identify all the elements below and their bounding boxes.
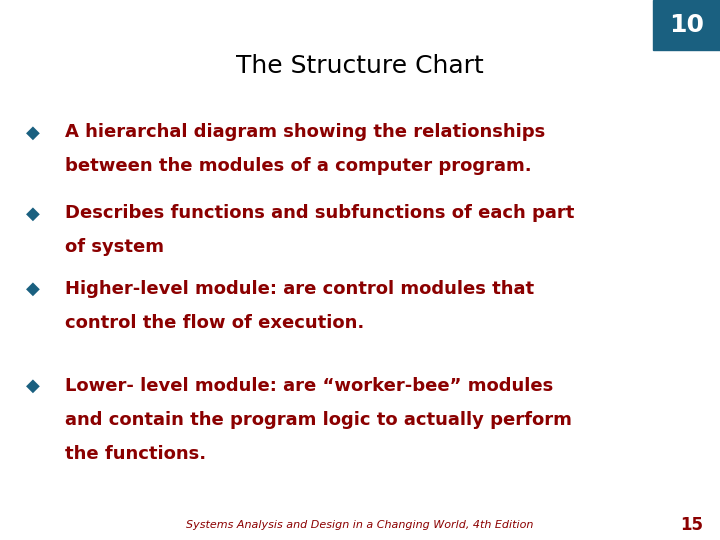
Text: between the modules of a computer program.: between the modules of a computer progra… xyxy=(65,157,531,176)
Bar xyxy=(653,0,720,50)
Text: ◆: ◆ xyxy=(25,377,40,395)
Text: Higher-level module: are control modules that: Higher-level module: are control modules… xyxy=(65,280,534,298)
Text: ◆: ◆ xyxy=(25,280,40,298)
Text: 15: 15 xyxy=(680,516,703,534)
Text: The Structure Chart: The Structure Chart xyxy=(236,54,484,78)
Text: 10: 10 xyxy=(669,13,704,37)
Text: ◆: ◆ xyxy=(25,123,40,141)
Text: the functions.: the functions. xyxy=(65,445,206,463)
Text: control the flow of execution.: control the flow of execution. xyxy=(65,314,364,332)
Text: of system: of system xyxy=(65,238,164,256)
Text: A hierarchal diagram showing the relationships: A hierarchal diagram showing the relatio… xyxy=(65,123,545,141)
Text: Describes functions and subfunctions of each part: Describes functions and subfunctions of … xyxy=(65,204,574,222)
Text: Lower- level module: are “worker-bee” modules: Lower- level module: are “worker-bee” mo… xyxy=(65,377,553,395)
Text: ◆: ◆ xyxy=(25,204,40,222)
Text: Systems Analysis and Design in a Changing World, 4th Edition: Systems Analysis and Design in a Changin… xyxy=(186,520,534,530)
Text: and contain the program logic to actually perform: and contain the program logic to actuall… xyxy=(65,411,572,429)
